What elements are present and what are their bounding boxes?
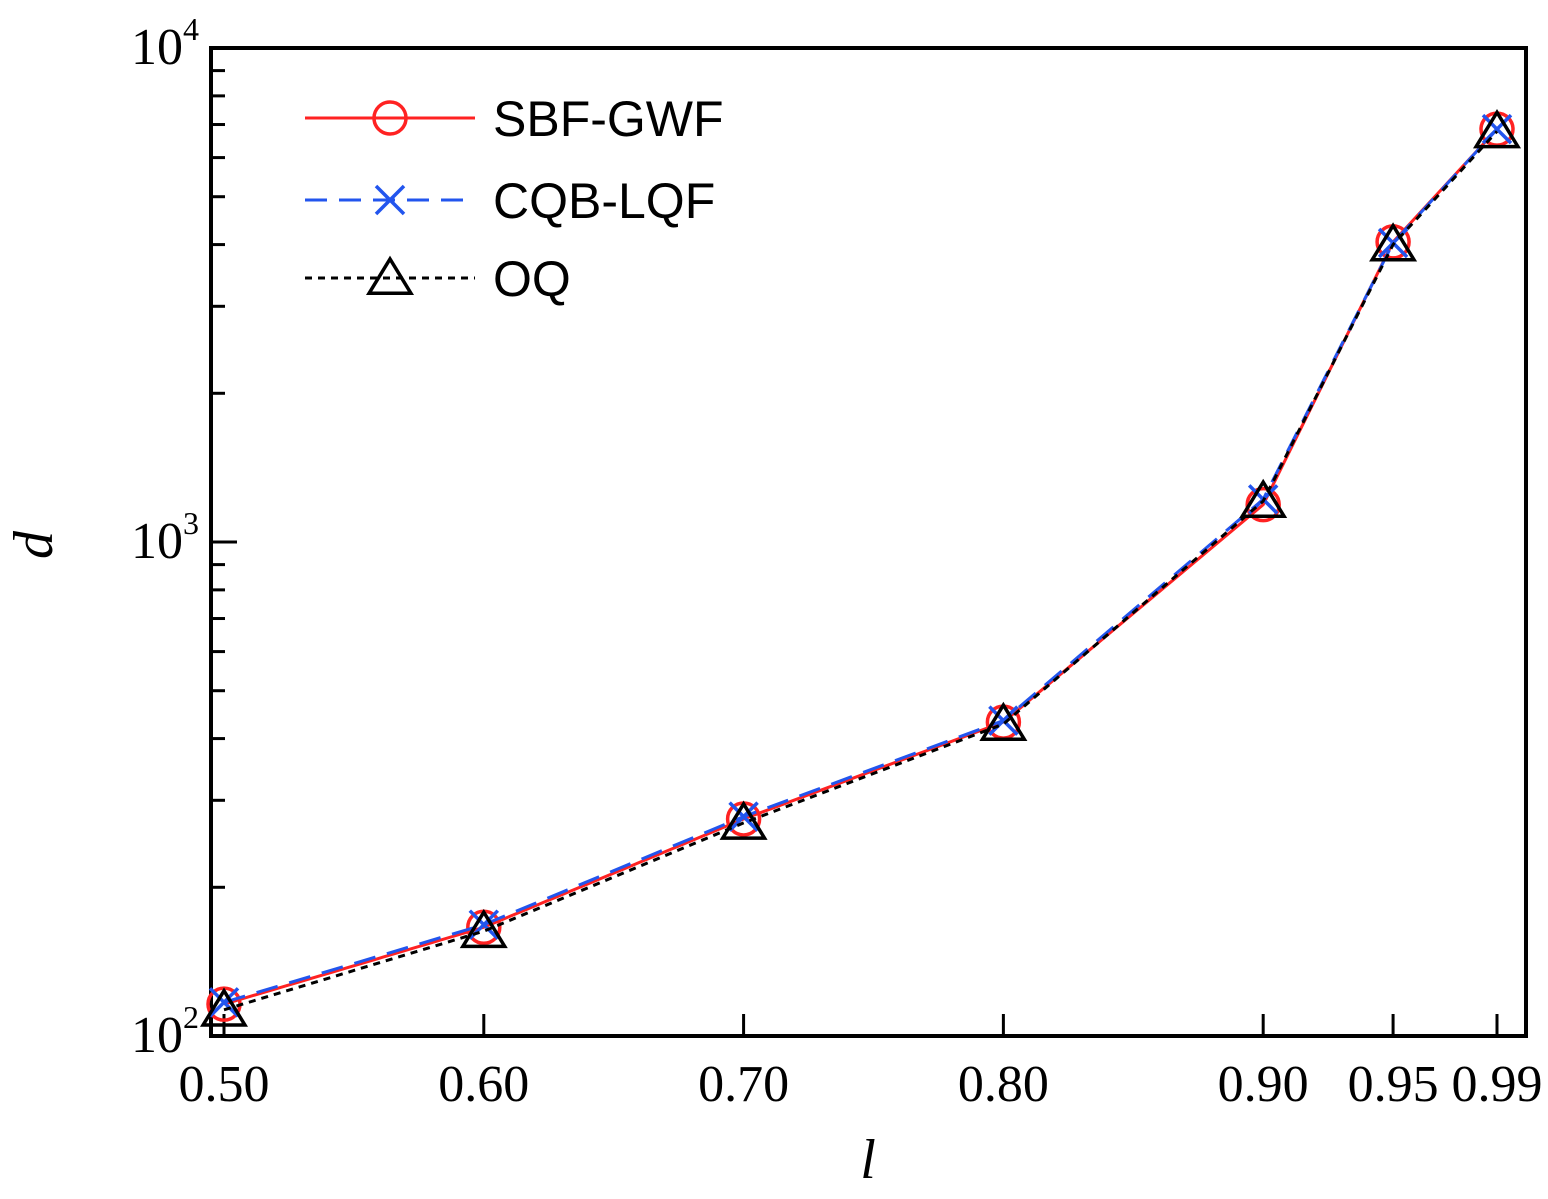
x-tick-label: 0.60 (438, 1056, 529, 1113)
data-point (728, 801, 759, 832)
series-oq (199, 109, 1522, 1027)
data-point (719, 800, 768, 840)
series-line (223, 128, 1499, 1004)
marker-stroke (988, 705, 1019, 736)
x-axis-label: l (860, 1129, 876, 1191)
plot-frame (209, 46, 1528, 1038)
y-minor-ticks (211, 69, 225, 889)
x-tick-label: 0.95 (1348, 1056, 1439, 1113)
legend: SBF-GWF CQB-LQF OQ (305, 91, 724, 307)
legend-item: SBF-GWF (305, 91, 724, 147)
y-tick-exponent: 3 (183, 505, 199, 541)
x-ticks: 0.50 0.60 0.70 0.80 0.90 0.95 0.99 (179, 1014, 1543, 1113)
data-point (1472, 109, 1522, 149)
data-point (1245, 486, 1281, 523)
marker-stroke (208, 987, 240, 1018)
y-tick-exponent: 4 (183, 11, 199, 47)
series-line (223, 130, 1499, 1012)
series-sbf-gwf (206, 111, 1515, 1022)
legend-marker (374, 184, 406, 216)
data-point (1481, 113, 1513, 145)
y-axis-label: d (3, 530, 65, 559)
data-point (199, 987, 249, 1027)
y-tick-base: 10 (131, 1007, 183, 1064)
data-point (208, 987, 240, 1018)
x-tick-label: 0.50 (179, 1056, 270, 1113)
data-point (1239, 478, 1288, 519)
legend-item: OQ (305, 251, 571, 307)
series-cqb-lqf (208, 113, 1513, 1018)
legend-label: CQB-LQF (493, 173, 715, 229)
y-tick-label: 104 (131, 11, 199, 76)
legend-marker (372, 100, 408, 136)
series-layer (199, 109, 1522, 1027)
legend-marker (365, 255, 415, 295)
y-tick-label: 103 (131, 505, 199, 570)
x-tick-label: 0.90 (1218, 1056, 1309, 1113)
legend-item: CQB-LQF (305, 173, 715, 229)
data-point (979, 701, 1028, 742)
y-tick-base: 10 (131, 513, 183, 570)
marker-stroke (1481, 113, 1513, 145)
marker-stroke (374, 184, 406, 216)
marker-stroke (728, 801, 759, 832)
data-point (459, 908, 508, 949)
x-tick-label: 0.80 (958, 1056, 1049, 1113)
y-tick-base: 10 (131, 19, 183, 76)
x-tick-label: 0.99 (1452, 1056, 1543, 1113)
y-tick-exponent: 2 (183, 999, 199, 1035)
series-line (223, 128, 1499, 1006)
x-tick-label: 0.70 (698, 1056, 789, 1113)
data-point (988, 705, 1019, 736)
legend-label: OQ (493, 251, 571, 307)
legend-label: SBF-GWF (493, 91, 724, 147)
y-tick-label: 102 (131, 999, 199, 1064)
data-point (1369, 222, 1418, 262)
